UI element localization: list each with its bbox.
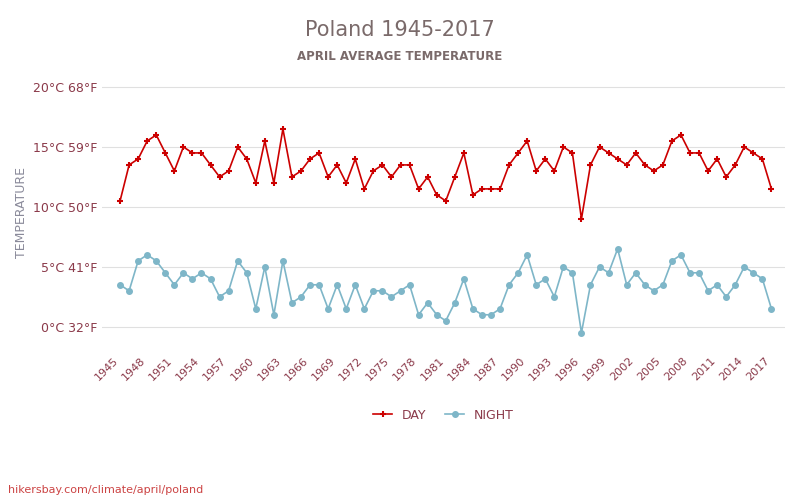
Text: hikersbay.com/climate/april/poland: hikersbay.com/climate/april/poland <box>8 485 203 495</box>
DAY <box>260 138 270 144</box>
DAY <box>342 180 351 186</box>
NIGHT <box>766 306 776 312</box>
NIGHT <box>332 282 342 288</box>
DAY <box>766 186 776 192</box>
NIGHT <box>577 330 586 336</box>
Y-axis label: TEMPERATURE: TEMPERATURE <box>15 168 28 258</box>
NIGHT <box>722 294 731 300</box>
DAY <box>694 150 704 156</box>
DAY <box>577 216 586 222</box>
DAY <box>115 198 125 204</box>
Legend: DAY, NIGHT: DAY, NIGHT <box>368 404 518 427</box>
NIGHT <box>260 264 270 270</box>
DAY <box>722 174 731 180</box>
Line: NIGHT: NIGHT <box>118 246 774 336</box>
Line: DAY: DAY <box>117 126 775 222</box>
Text: APRIL AVERAGE TEMPERATURE: APRIL AVERAGE TEMPERATURE <box>298 50 502 63</box>
NIGHT <box>613 246 622 252</box>
NIGHT <box>694 270 704 276</box>
NIGHT <box>676 252 686 258</box>
DAY <box>450 174 459 180</box>
NIGHT <box>441 318 450 324</box>
NIGHT <box>115 282 125 288</box>
DAY <box>676 132 686 138</box>
DAY <box>278 126 288 132</box>
Text: Poland 1945-2017: Poland 1945-2017 <box>305 20 495 40</box>
